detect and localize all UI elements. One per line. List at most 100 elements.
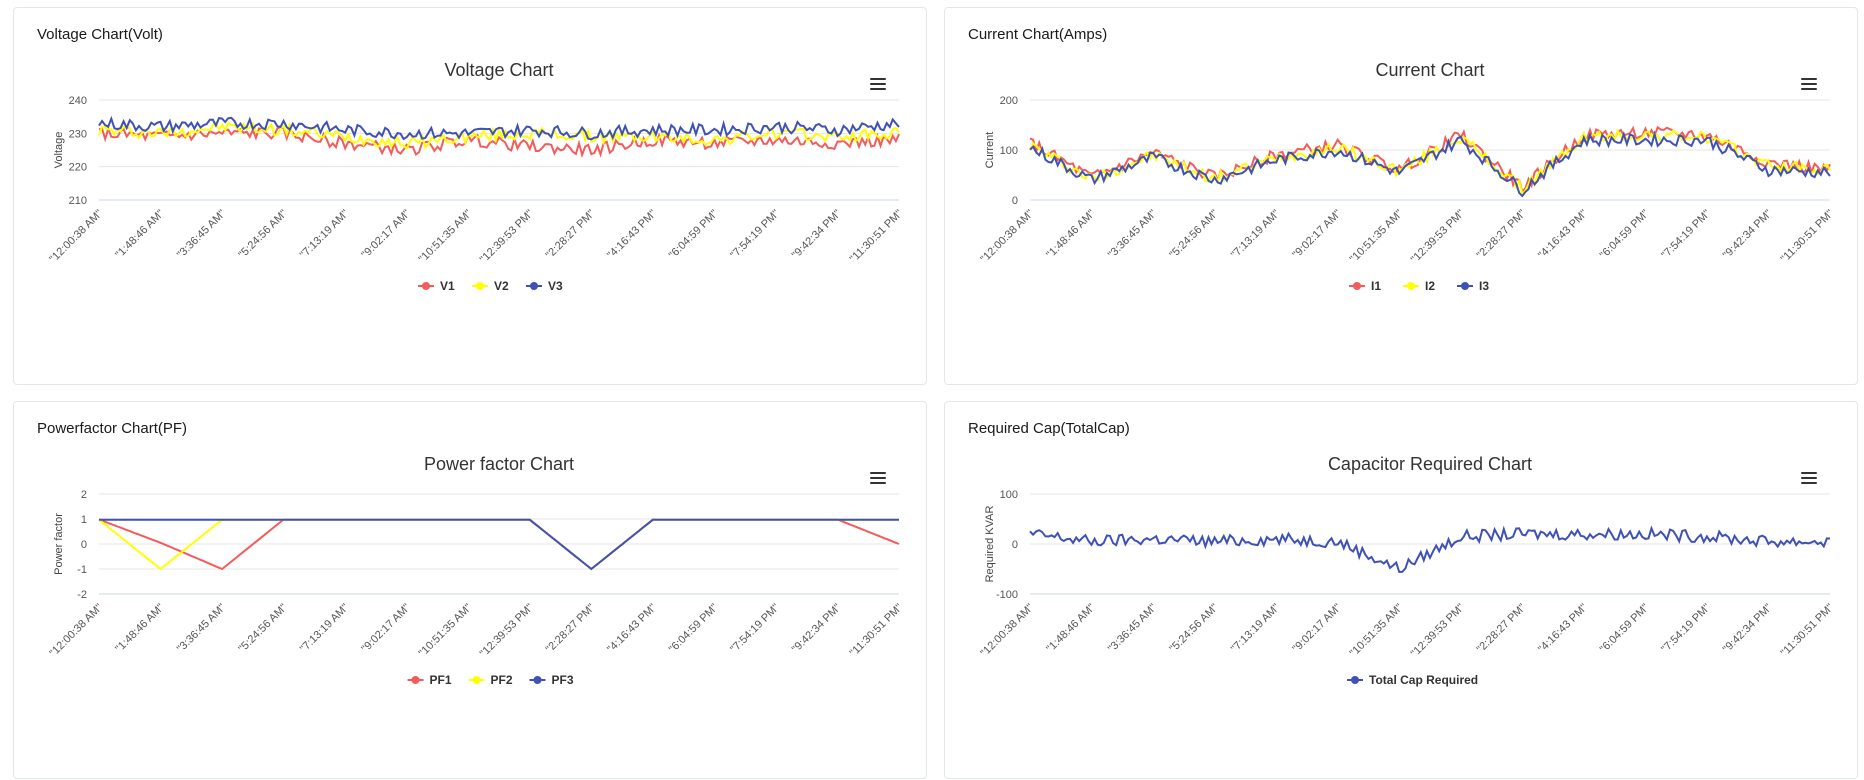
x-tick-label: "9:42:34 PM"	[790, 208, 844, 262]
x-tick-label: "11:30:51 PM"	[1779, 602, 1837, 660]
legend-marker	[533, 676, 542, 684]
legend-marker	[411, 676, 420, 684]
y-tick-label: 1	[81, 514, 87, 526]
y-axis-label: Voltage	[53, 132, 65, 169]
x-tick-label: "12:00:38 AM"	[47, 208, 105, 266]
hamburger-menu-icon[interactable]	[1801, 78, 1817, 90]
x-tick-label: "5:24:56 AM"	[236, 602, 289, 655]
x-tick-label: "3:36:45 AM"	[1106, 602, 1159, 655]
x-tick-label: "12:39:53 PM"	[1409, 602, 1467, 660]
chart-title: Voltage Chart	[444, 60, 553, 80]
x-tick-label: "1:48:46 AM"	[113, 208, 166, 261]
x-tick-label: "10:51:35 AM"	[417, 208, 475, 266]
panel-header: Required Cap(TotalCap)	[968, 420, 1130, 437]
x-tick-label: "11:30:51 PM"	[1779, 208, 1837, 266]
x-tick-label: "6:04:59 PM"	[667, 208, 721, 262]
y-tick-label: 2	[81, 489, 87, 501]
y-tick-label: 0	[81, 539, 87, 551]
hamburger-menu-icon[interactable]	[1801, 472, 1817, 484]
y-axis-label: Power factor	[53, 513, 65, 575]
legend-item: I3	[1479, 279, 1489, 293]
x-tick-label: "9:02:17 AM"	[359, 208, 412, 261]
y-axis-label: Current	[984, 132, 996, 169]
x-tick-label: "1:48:46 AM"	[113, 602, 166, 655]
x-tick-label: "4:16:43 PM"	[1536, 208, 1590, 262]
x-tick-label: "2:28:27 PM"	[544, 602, 598, 656]
legend-item: I1	[1371, 279, 1381, 293]
legend-item: V3	[548, 279, 563, 293]
y-tick-label: -1	[77, 564, 87, 576]
series-line-total-cap-required	[1029, 525, 1831, 573]
chart-title: Power factor Chart	[424, 454, 574, 474]
y-tick-label: 230	[69, 128, 87, 140]
x-tick-label: "12:39:53 PM"	[478, 602, 536, 660]
legend-item: V1	[440, 279, 455, 293]
series-line-v3	[98, 115, 900, 141]
legend-item: PF1	[430, 673, 452, 687]
legend-item: Total Cap Required	[1369, 673, 1478, 687]
hamburger-menu-icon[interactable]	[870, 472, 886, 484]
x-tick-label: "12:00:38 AM"	[978, 208, 1036, 266]
voltage-panel: Voltage Chart(Volt) Voltage Chart 210 220 2…	[13, 7, 927, 385]
legend-item: PF3	[552, 673, 574, 687]
y-tick-label: 200	[1000, 95, 1018, 107]
legend-item: I2	[1425, 279, 1435, 293]
x-tick-label: "6:04:59 PM"	[667, 602, 721, 656]
x-tick-label: "7:13:19 AM"	[298, 602, 351, 655]
x-tick-label: "9:02:17 AM"	[1290, 208, 1343, 261]
x-tick-label: "12:39:53 PM"	[478, 208, 536, 266]
x-tick-label: "6:04:59 PM"	[1598, 602, 1652, 656]
x-tick-label: "2:28:27 PM"	[1475, 602, 1529, 656]
y-tick-label: 240	[69, 95, 87, 107]
x-tick-label: "4:16:43 PM"	[605, 602, 659, 656]
x-tick-label: "3:36:45 AM"	[175, 602, 228, 655]
legend-marker	[1353, 282, 1361, 290]
chart-title: Capacitor Required Chart	[1328, 454, 1532, 474]
x-tick-label: "10:51:35 AM"	[1348, 208, 1406, 266]
x-tick-label: "9:42:34 PM"	[790, 602, 844, 656]
legend-marker	[1407, 282, 1415, 290]
legend-marker	[422, 282, 430, 290]
x-tick-label: "2:28:27 PM"	[544, 208, 598, 262]
legend-marker	[476, 282, 484, 290]
y-tick-label: -100	[996, 589, 1018, 601]
x-tick-label: "3:36:45 AM"	[175, 208, 228, 261]
series-line-v2	[98, 120, 900, 151]
y-tick-label: 220	[69, 162, 87, 174]
x-tick-label: "12:00:38 AM"	[47, 602, 105, 660]
x-tick-label: "9:42:34 PM"	[1721, 208, 1775, 262]
x-tick-label: "5:24:56 AM"	[1167, 208, 1220, 261]
x-tick-label: "9:02:17 AM"	[359, 602, 412, 655]
series-line-pf3	[99, 518, 899, 571]
x-tick-label: "11:30:51 PM"	[848, 602, 906, 660]
y-tick-label: 100	[1000, 489, 1018, 501]
y-tick-label: 210	[69, 195, 87, 207]
x-tick-label: "7:54:19 PM"	[1659, 602, 1713, 656]
series-line-v1	[98, 125, 900, 159]
legend-item: V2	[494, 279, 509, 293]
panel-header: Powerfactor Chart(PF)	[37, 420, 188, 437]
x-tick-label: "1:48:46 AM"	[1044, 208, 1097, 261]
y-tick-label: 0	[1012, 195, 1018, 207]
x-tick-label: "6:04:59 PM"	[1598, 208, 1652, 262]
x-tick-label: "9:02:17 AM"	[1290, 602, 1343, 655]
series-line-i3	[1029, 130, 1831, 198]
y-tick-label: 0	[1012, 539, 1018, 551]
x-tick-label: "10:51:35 AM"	[1348, 602, 1406, 660]
panel-header: Voltage Chart(Volt)	[37, 26, 163, 43]
x-tick-label: "10:51:35 AM"	[417, 602, 475, 660]
current-panel: Current Chart(Amps) Current Chart 0 100 200…	[944, 7, 1858, 385]
legend-marker	[472, 676, 481, 684]
x-tick-label: "9:42:34 PM"	[1721, 602, 1775, 656]
hamburger-menu-icon[interactable]	[870, 78, 886, 90]
x-tick-label: "5:24:56 AM"	[1167, 602, 1220, 655]
capacitor-chart: Capacitor Required Chart -100 0 100 Required…	[978, 454, 1837, 687]
x-tick-label: "4:16:43 PM"	[1536, 602, 1590, 656]
voltage-chart: Voltage Chart 210 220 230 240 Voltage "12:00:3…	[47, 60, 905, 293]
x-tick-label: "7:13:19 AM"	[1229, 602, 1282, 655]
x-tick-label: "3:36:45 AM"	[1106, 208, 1159, 261]
legend-marker	[1461, 282, 1469, 290]
x-tick-label: "7:13:19 AM"	[298, 208, 351, 261]
x-tick-label: "12:39:53 PM"	[1409, 208, 1467, 266]
x-tick-label: "5:24:56 AM"	[236, 208, 289, 261]
